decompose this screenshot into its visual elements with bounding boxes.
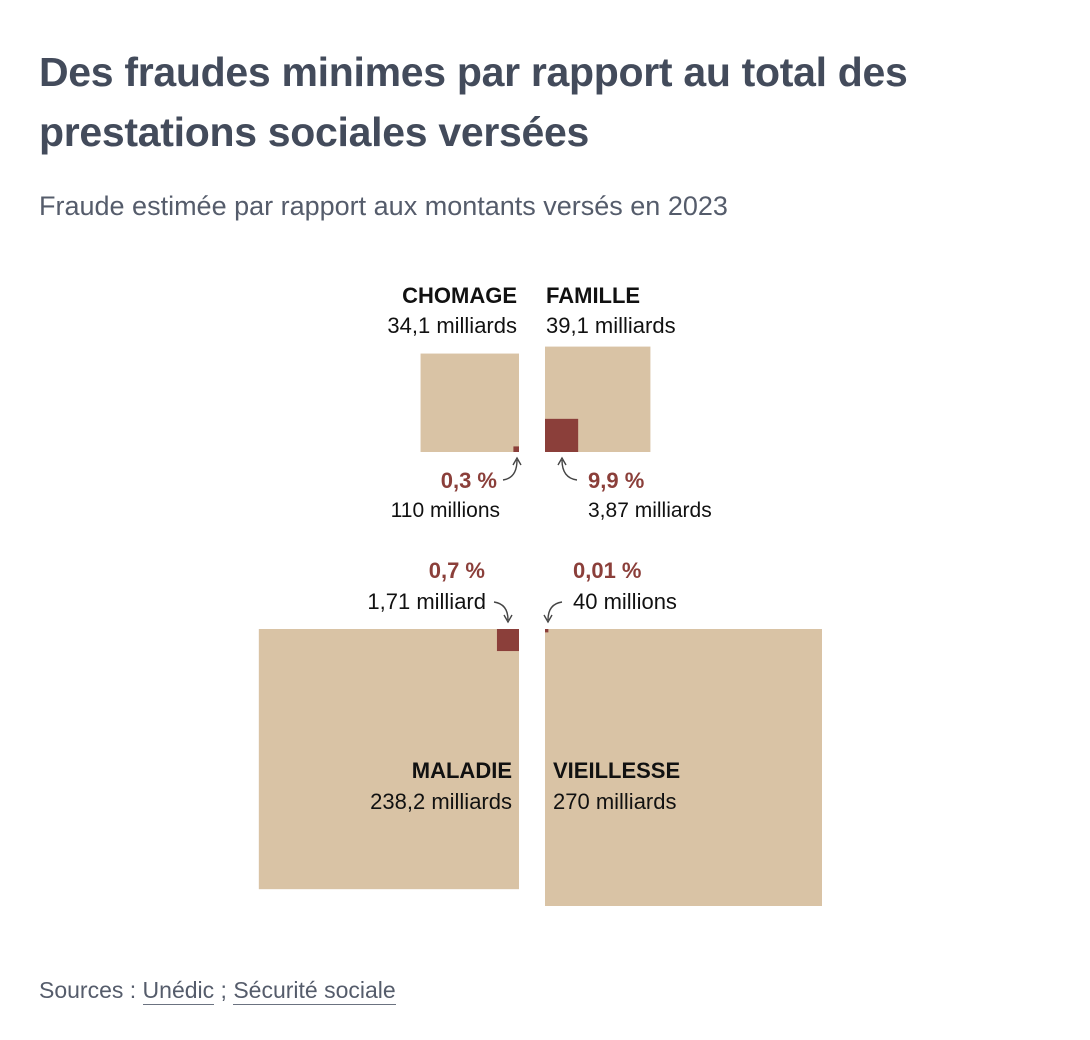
category-label-famille: FAMILLE	[546, 283, 640, 308]
total-square-vieillesse	[545, 629, 822, 906]
total-square-maladie	[258, 629, 519, 890]
sources-line: Sources : Unédic ; Sécurité sociale	[39, 974, 396, 1006]
fraud-amount-label-vieillesse: 40 millions	[573, 589, 677, 614]
fraud-pct-label-maladie: 0,7 %	[429, 558, 485, 583]
arrowhead-chomage	[512, 456, 522, 466]
fraud-square-maladie	[496, 629, 519, 652]
chart-subtitle: Fraude estimée par rapport aux montants …	[39, 191, 728, 221]
source-link-securite-sociale[interactable]: Sécurité sociale	[233, 977, 396, 1005]
total-label-chomage: 34,1 milliards	[387, 313, 517, 338]
arrow-chomage	[502, 459, 518, 481]
fraud-pct-label-vieillesse: 0,01 %	[573, 558, 642, 583]
arrowhead-famille	[557, 456, 567, 466]
fraud-amount-label-chomage: 110 millions	[391, 499, 500, 522]
chart-title: Des fraudes minimes par rapport au total…	[39, 49, 908, 155]
fraud-square-famille	[545, 418, 579, 452]
fraud-square-vieillesse	[545, 629, 549, 633]
total-label-vieillesse: 270 milliards	[553, 789, 677, 814]
total-label-famille: 39,1 milliards	[546, 313, 676, 338]
category-label-maladie: MALADIE	[412, 758, 512, 783]
source-link-unedic[interactable]: Unédic	[142, 977, 215, 1005]
arrow-famille	[561, 459, 578, 481]
category-label-vieillesse: VIEILLESSE	[553, 758, 680, 783]
fraud-pct-label-famille: 9,9 %	[588, 468, 644, 493]
fraud-pct-label-chomage: 0,3 %	[441, 468, 497, 493]
fraud-square-chomage	[513, 446, 519, 452]
arrow-vieillesse	[547, 601, 563, 621]
category-label-chomage: CHOMAGE	[402, 283, 517, 308]
sources-separator: ;	[220, 977, 227, 1003]
total-square-chomage	[420, 353, 519, 452]
arrowhead-vieillesse	[543, 614, 553, 624]
total-label-maladie: 238,2 milliards	[370, 789, 512, 814]
fraud-amount-label-maladie: 1,71 milliard	[367, 589, 486, 614]
fraud-amount-label-famille: 3,87 milliards	[588, 499, 712, 522]
sources-prefix: Sources :	[39, 977, 137, 1003]
arrowhead-maladie	[503, 614, 513, 624]
arrow-maladie	[493, 601, 509, 621]
